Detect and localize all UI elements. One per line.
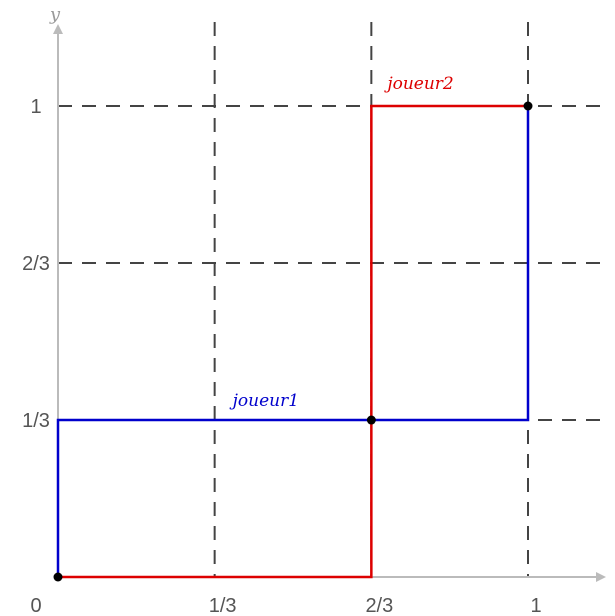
- axes: y: [49, 4, 606, 582]
- y-axis-label: y: [49, 4, 61, 25]
- equilibrium-points: [53, 101, 533, 582]
- x-axis-arrow: [596, 572, 606, 582]
- series-line-joueur2: [58, 104, 528, 579]
- series-label-joueur2: joueur2: [383, 74, 453, 94]
- series-label-joueur1: joueur1: [229, 391, 299, 411]
- x-tick-label: 0: [30, 595, 41, 616]
- equilibrium-point: [523, 101, 533, 111]
- x-tick-label: 1/3: [209, 595, 237, 616]
- equilibrium-point: [53, 572, 63, 582]
- tick-labels: 0 1/3 2/3 1 1/3 2/3 1: [22, 96, 541, 616]
- equilibrium-point: [366, 415, 376, 425]
- series-lines: [56, 104, 530, 579]
- y-tick-label: 1: [30, 96, 41, 118]
- y-axis-arrow: [53, 24, 63, 34]
- series-line-joueur1: [56, 106, 530, 577]
- series-labels: joueur1 joueur2: [229, 74, 454, 411]
- y-tick-label: 1/3: [22, 410, 50, 432]
- y-tick-label: 2/3: [22, 253, 50, 275]
- x-tick-label: 1: [530, 595, 541, 616]
- x-tick-label: 2/3: [365, 595, 393, 616]
